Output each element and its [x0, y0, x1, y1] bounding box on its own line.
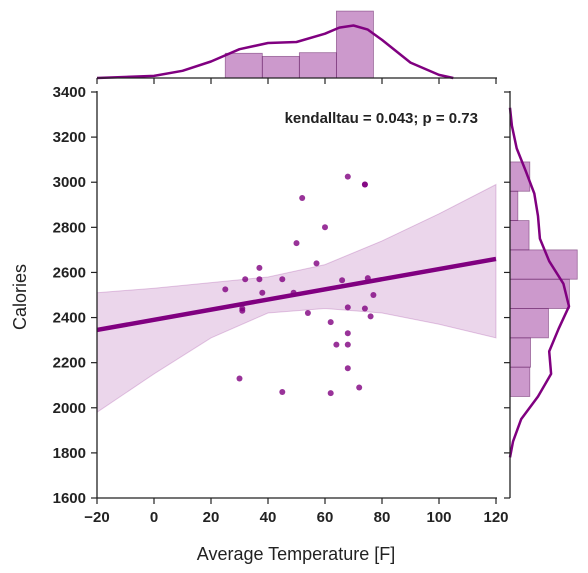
scatter-point — [239, 307, 246, 314]
right-histogram-bar — [509, 190, 519, 221]
right-histogram-bar — [509, 366, 531, 397]
top-histogram-bar — [335, 10, 374, 79]
y-tick-label: 2200 — [53, 355, 86, 372]
scatter-point — [361, 305, 368, 312]
y-tick-label: 2800 — [53, 219, 86, 236]
top-histogram-bar — [298, 52, 337, 79]
y-tick-label: 1600 — [53, 490, 86, 507]
top-histogram-bar — [261, 55, 300, 79]
regression-line — [96, 256, 497, 333]
right-histogram-bar — [509, 220, 530, 251]
scatter-point — [344, 304, 351, 311]
scatter-point — [293, 240, 300, 247]
scatter-point — [344, 365, 351, 372]
x-tick-label: −20 — [84, 509, 109, 526]
scatter-point — [304, 310, 311, 316]
right-histogram-bar — [509, 308, 549, 339]
x-axis-label: Average Temperature [F] — [197, 544, 395, 564]
scatter-point — [327, 390, 334, 397]
right-histogram-bar — [509, 249, 578, 280]
scatter-point — [370, 292, 377, 298]
scatter-point — [333, 341, 340, 348]
scatter-point — [313, 260, 320, 267]
scatter-point — [327, 319, 334, 326]
y-tick-label: 3400 — [53, 84, 86, 101]
scatter-point — [256, 276, 263, 283]
scatter-point — [236, 375, 243, 382]
y-tick-label: 2000 — [53, 400, 86, 417]
x-tick-label: 120 — [483, 509, 508, 526]
x-tick-label: 40 — [260, 509, 277, 526]
top-histogram-bar — [224, 52, 263, 79]
confidence-band — [96, 183, 497, 414]
y-tick-label: 2400 — [53, 310, 86, 327]
y-tick-label: 3200 — [53, 129, 86, 146]
scatter-point — [259, 289, 266, 296]
y-axis-label: Calories — [10, 264, 30, 330]
right-histogram-bar — [509, 278, 570, 309]
scatter-point — [279, 389, 286, 395]
y-tick-label: 1800 — [53, 445, 86, 462]
top-marginal-plot — [96, 10, 497, 84]
scatter-point — [222, 286, 229, 293]
x-tick-label: 80 — [374, 509, 391, 526]
scatter-point — [344, 330, 351, 337]
scatter-point — [242, 276, 249, 283]
scatter-point — [256, 264, 263, 271]
scatter-point — [356, 384, 363, 391]
scatter-point — [279, 276, 286, 283]
scatter-point — [299, 195, 306, 201]
right-histogram-bar — [509, 337, 531, 368]
regression-line-group — [96, 256, 497, 333]
right-kde-curve — [508, 107, 571, 458]
top-kde-curve — [96, 24, 454, 80]
scatter-point — [322, 224, 328, 231]
scatter-point — [344, 341, 351, 348]
x-tick-label: 0 — [150, 509, 158, 526]
kendalltau-annotation: kendalltau = 0.043; p = 0.73 — [285, 110, 478, 127]
axes: −20 0 20 40 60 80 100 120 1600 1800 2000 2200 2400 26… — [53, 84, 509, 526]
confidence-band-area — [96, 183, 497, 414]
x-tick-label: 100 — [426, 509, 451, 526]
scatter-point — [361, 181, 368, 188]
scatter-point — [339, 277, 346, 284]
x-tick-label: 20 — [203, 509, 220, 526]
y-tick-label: 3000 — [53, 174, 86, 191]
scatter-point — [344, 173, 351, 180]
y-tick-label: 2600 — [53, 264, 86, 281]
x-tick-label: 60 — [317, 509, 334, 526]
scatter-points — [222, 173, 377, 397]
scatter-point — [367, 313, 374, 320]
right-marginal-plot — [504, 91, 578, 499]
